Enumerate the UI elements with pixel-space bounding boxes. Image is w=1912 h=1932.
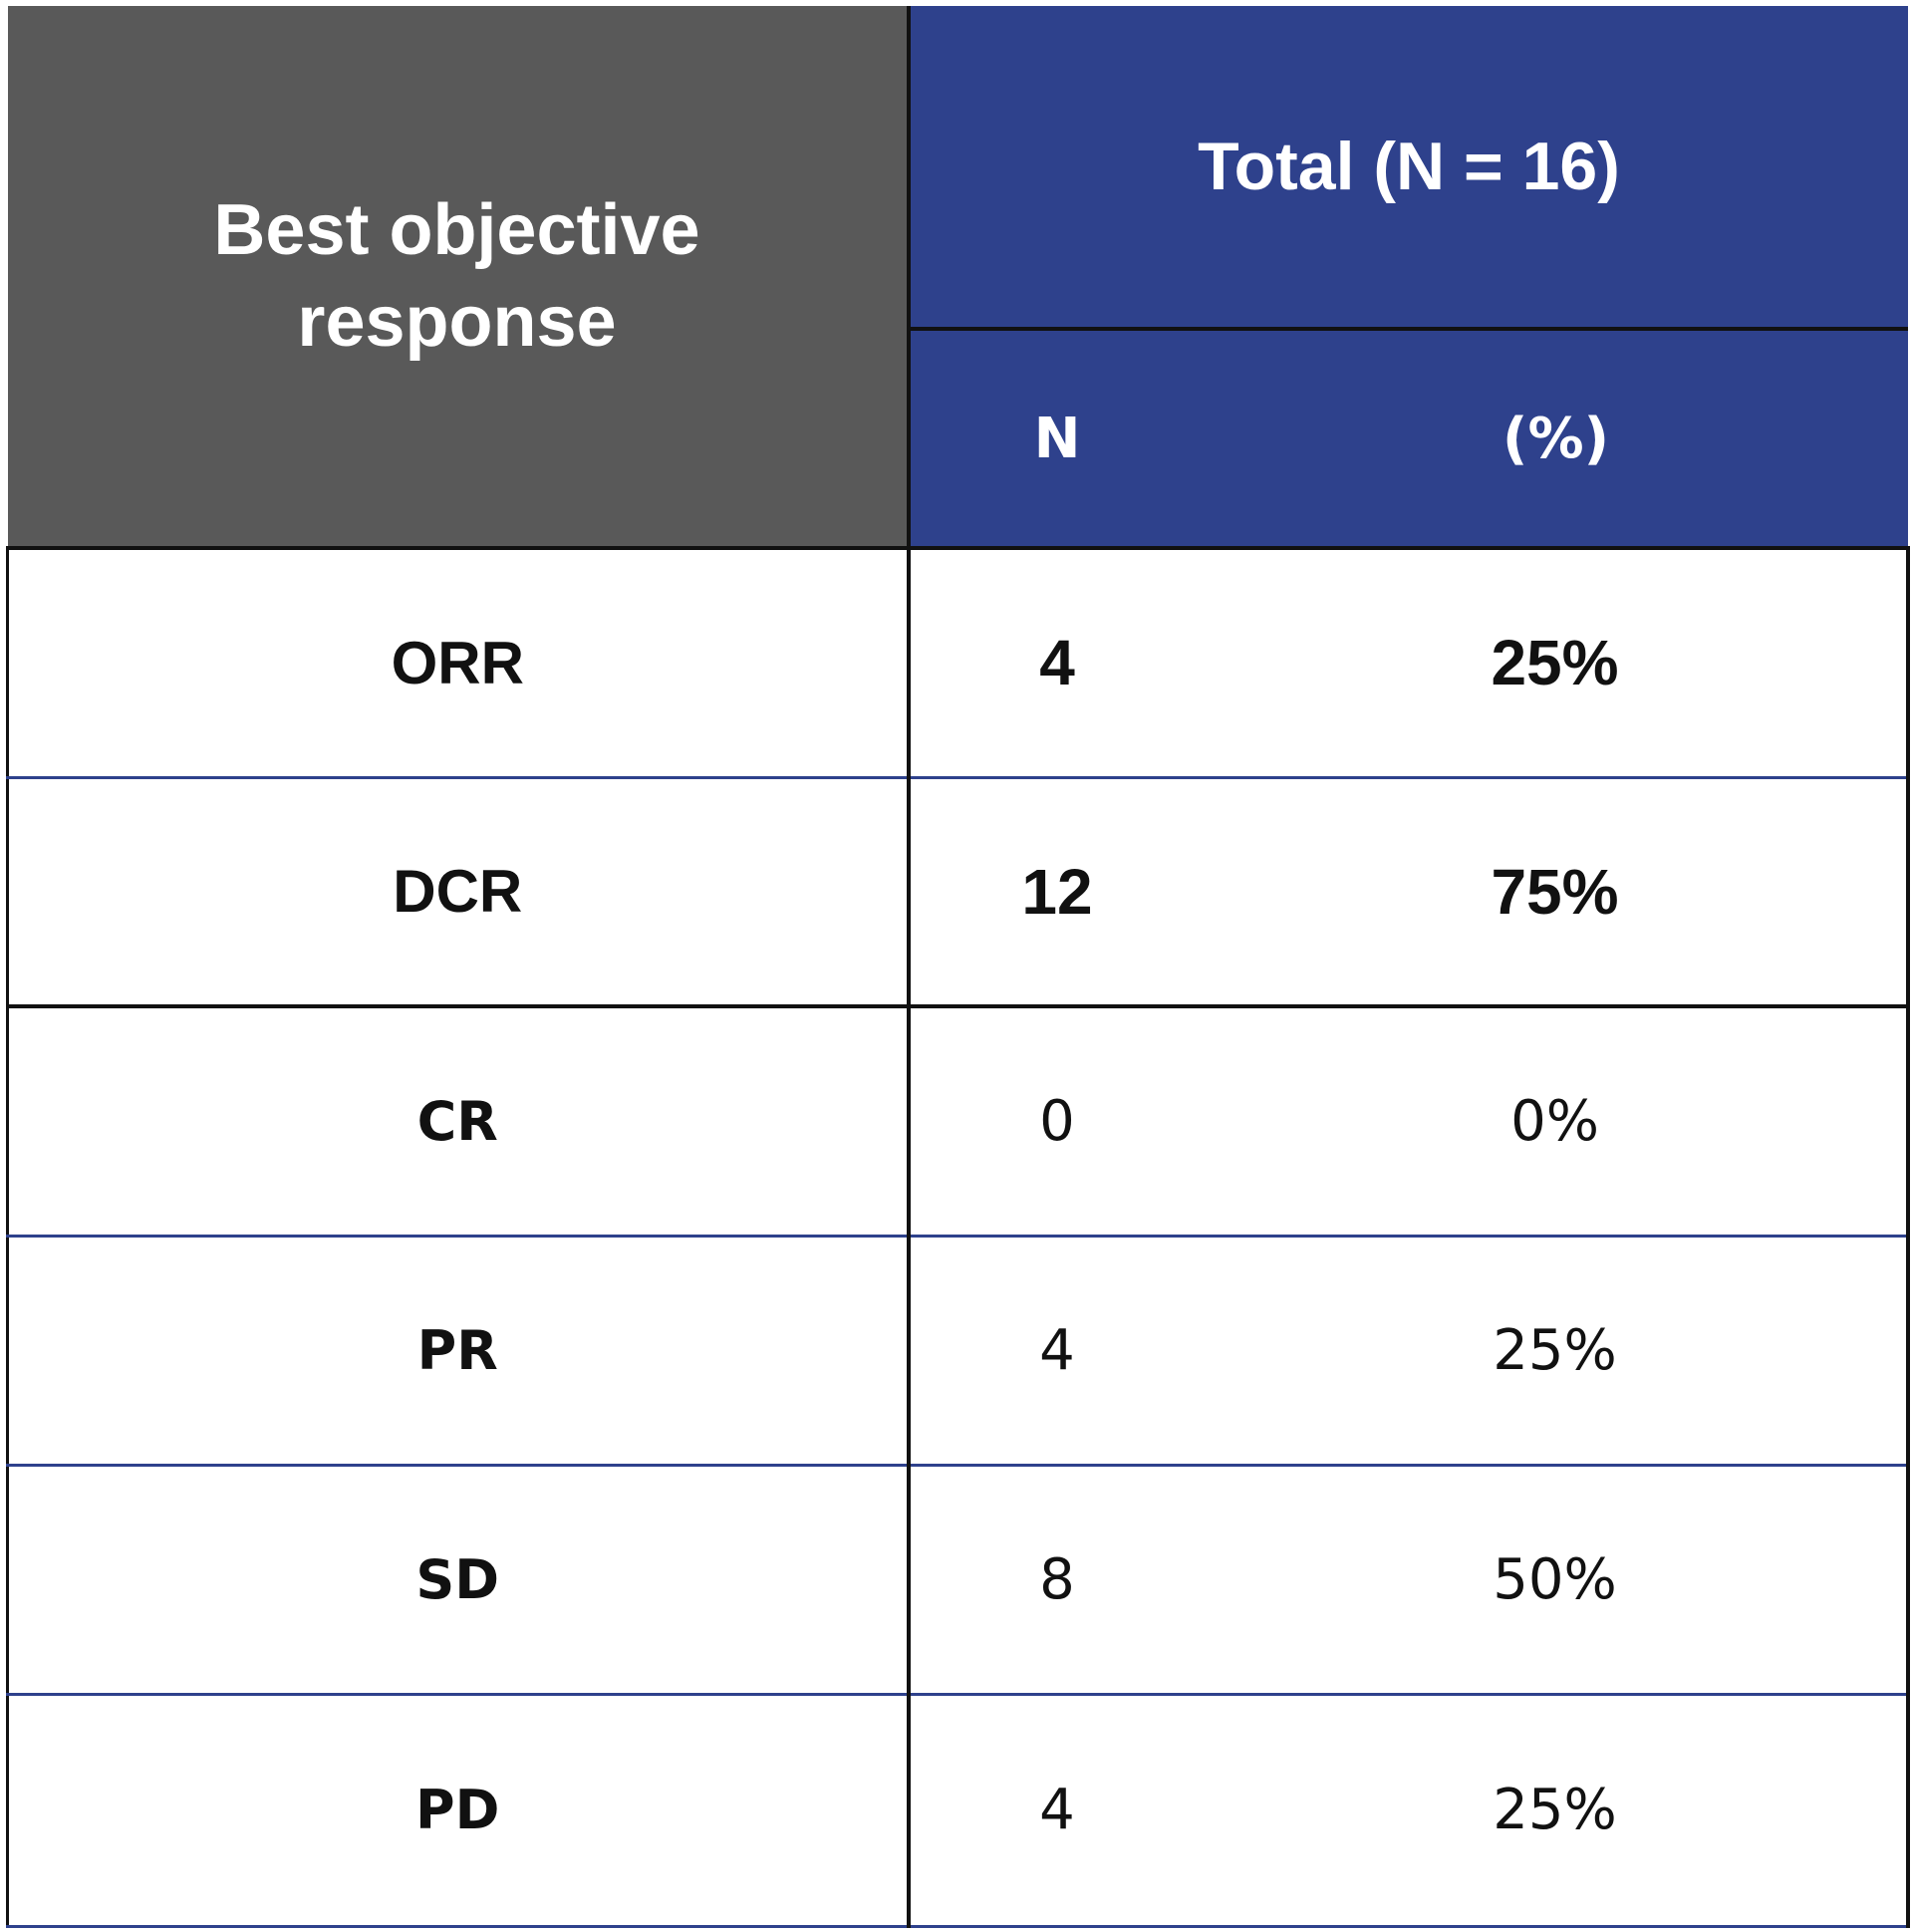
row-n-value: 4: [908, 1694, 1205, 1928]
row-pct-value: 25%: [1204, 548, 1910, 779]
row-n-value: 4: [908, 548, 1205, 779]
row-label: PD: [6, 1694, 911, 1928]
row-pct-value: 50%: [1204, 1465, 1910, 1696]
row-pct-value: 75%: [1204, 777, 1910, 1008]
table-row: SD 8 50%: [6, 1465, 1910, 1696]
row-pct-value: 0%: [1204, 1006, 1910, 1238]
row-label: DCR: [6, 777, 911, 1008]
row-n-value: 4: [908, 1236, 1205, 1467]
row-header-line2: response: [297, 282, 617, 362]
table-row: ORR 4 25%: [6, 548, 1910, 779]
row-pct-value: 25%: [1204, 1694, 1910, 1928]
group-header-total: Total (N = 16): [908, 6, 1908, 331]
table-row: DCR 12 75%: [6, 777, 1910, 1008]
header-row-top: Best objective response Total (N = 16): [7, 6, 1908, 550]
row-label: ORR: [6, 548, 911, 779]
row-pct-value: 25%: [1204, 1236, 1910, 1467]
row-label: SD: [6, 1465, 911, 1696]
table-row: PR 4 25%: [6, 1236, 1910, 1467]
row-label: PR: [6, 1236, 911, 1467]
response-table: Best objective response Total (N = 16) N…: [6, 6, 1910, 1928]
row-n-value: 0: [908, 1006, 1205, 1238]
row-label: CR: [6, 1006, 911, 1238]
row-header-cell: Best objective response: [7, 6, 911, 550]
header-row-sub: N (%): [8, 329, 1908, 550]
col-header-n: N: [908, 329, 1205, 550]
row-n-value: 12: [908, 777, 1205, 1008]
table-row: PD 4 25%: [6, 1694, 1910, 1928]
row-header-line1: Best objective: [213, 190, 700, 270]
table-row: CR 0 0%: [6, 1006, 1910, 1238]
row-n-value: 8: [908, 1465, 1205, 1696]
col-header-pct: (%): [1204, 329, 1908, 550]
